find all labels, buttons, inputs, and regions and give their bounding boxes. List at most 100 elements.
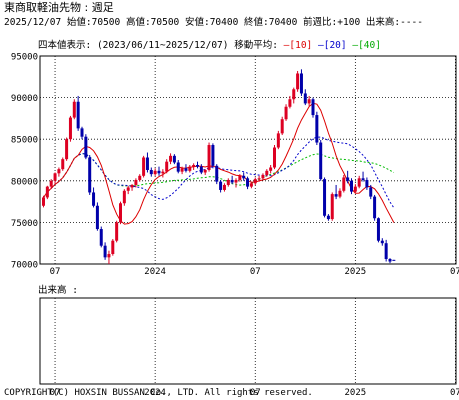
volume-panel: 07 2024 07 2025 07 bbox=[39, 297, 459, 398]
candle-body bbox=[172, 155, 176, 163]
candle-body bbox=[138, 175, 142, 180]
candle-body bbox=[242, 175, 246, 179]
candle-body bbox=[49, 180, 53, 187]
volume-plot-frame bbox=[39, 297, 457, 385]
x-tick-label: 07 bbox=[450, 267, 459, 277]
candle-body bbox=[342, 177, 346, 191]
candle-body bbox=[119, 203, 122, 223]
candle-body bbox=[257, 178, 261, 180]
candle-body bbox=[326, 215, 330, 220]
candle-body bbox=[253, 179, 257, 184]
candle-body bbox=[153, 170, 157, 175]
candle-body bbox=[92, 192, 96, 206]
candle-body bbox=[384, 243, 388, 260]
candle-body bbox=[303, 93, 307, 104]
price-info-line: 2025/12/07 始値:70500 高値:70500 安値:70400 終値… bbox=[4, 17, 423, 28]
candle-body bbox=[61, 159, 65, 170]
candle-body bbox=[84, 136, 88, 158]
candle-body bbox=[203, 169, 207, 173]
price-plot-frame bbox=[39, 55, 457, 265]
candle-body bbox=[280, 119, 284, 134]
candle-body bbox=[238, 175, 242, 180]
candle-body bbox=[188, 166, 192, 171]
candle-body bbox=[42, 197, 45, 206]
candle-body bbox=[261, 174, 265, 179]
candle-body bbox=[176, 162, 180, 172]
candle-body bbox=[211, 145, 215, 166]
candle-body bbox=[353, 186, 357, 192]
y-tick-label: 70000 bbox=[11, 261, 38, 271]
candle-body bbox=[134, 179, 138, 185]
candle-body bbox=[145, 157, 149, 170]
legend-prefix: 四本値表示: (2023/06/11~2025/12/07) 移動平均: bbox=[38, 40, 278, 51]
candle-body bbox=[157, 170, 161, 174]
volume-label: 出来高 : bbox=[38, 285, 78, 296]
candle-body bbox=[292, 89, 296, 100]
candle-body bbox=[53, 173, 57, 181]
candle-body bbox=[126, 187, 130, 191]
candle-body bbox=[192, 164, 196, 167]
candle-body bbox=[219, 181, 223, 190]
candle-body bbox=[315, 115, 319, 143]
y-tick-label: 75000 bbox=[11, 219, 38, 229]
candle-body bbox=[338, 190, 342, 197]
y-tick-label: 80000 bbox=[11, 177, 38, 187]
x-tick-label: 07 bbox=[250, 267, 261, 277]
ma10-line bbox=[43, 102, 395, 225]
y-tick-label: 95000 bbox=[11, 53, 38, 63]
candle-body bbox=[392, 259, 396, 261]
x-tick-label: 2025 bbox=[345, 267, 367, 277]
candle-body bbox=[346, 177, 350, 181]
legend-dash-ma10: — bbox=[277, 40, 290, 51]
candle-body bbox=[169, 155, 173, 162]
candle-body bbox=[165, 161, 169, 172]
candle-body bbox=[184, 168, 188, 171]
candle-body bbox=[180, 168, 184, 172]
candle-body bbox=[246, 178, 250, 187]
candle-body bbox=[199, 166, 203, 173]
candle-body bbox=[103, 245, 107, 258]
candle-body bbox=[350, 180, 353, 192]
candle-body bbox=[296, 73, 300, 90]
candle-body bbox=[269, 167, 273, 171]
candle-body bbox=[334, 194, 338, 197]
candle-body bbox=[265, 170, 269, 175]
candle-body bbox=[142, 157, 146, 176]
candle-body bbox=[273, 147, 276, 168]
candle-body bbox=[207, 145, 211, 170]
candle-body bbox=[230, 179, 234, 183]
candle-body bbox=[95, 205, 99, 230]
candle-body bbox=[115, 222, 119, 241]
candle-body bbox=[161, 171, 165, 174]
y-tick-label: 85000 bbox=[11, 136, 38, 146]
candle-body bbox=[122, 190, 126, 204]
chart-title: 東商取軽油先物 : 週足 bbox=[4, 1, 114, 14]
volume-x-tick-label: 2024 bbox=[144, 388, 166, 398]
candle-body bbox=[373, 196, 377, 219]
y-tick-label: 90000 bbox=[11, 94, 38, 104]
legend-dash-ma20: — bbox=[312, 40, 324, 51]
legend-dash-ma40: — bbox=[346, 40, 359, 51]
legend-ma40: [40] bbox=[358, 40, 381, 51]
candle-body bbox=[57, 169, 61, 174]
candle-body bbox=[369, 187, 373, 197]
candle-body bbox=[249, 183, 253, 187]
candle-body bbox=[80, 128, 84, 137]
candle-body bbox=[99, 229, 103, 246]
candle-body bbox=[226, 179, 230, 185]
x-tick-label: 07 bbox=[50, 267, 61, 277]
candle-body bbox=[388, 259, 392, 262]
candle-body bbox=[284, 106, 288, 120]
volume-x-tick-label: 07 bbox=[250, 388, 261, 398]
candle-body bbox=[45, 186, 49, 198]
legend-ma20: [20] bbox=[323, 40, 347, 51]
candle-body bbox=[68, 117, 72, 140]
candle-body bbox=[65, 139, 69, 160]
candle-body bbox=[299, 73, 303, 94]
x-tick-label: 2024 bbox=[144, 267, 166, 277]
candle-body bbox=[311, 99, 315, 116]
candle-body bbox=[330, 194, 334, 220]
candle-body bbox=[376, 218, 380, 241]
candle-body bbox=[323, 179, 327, 216]
